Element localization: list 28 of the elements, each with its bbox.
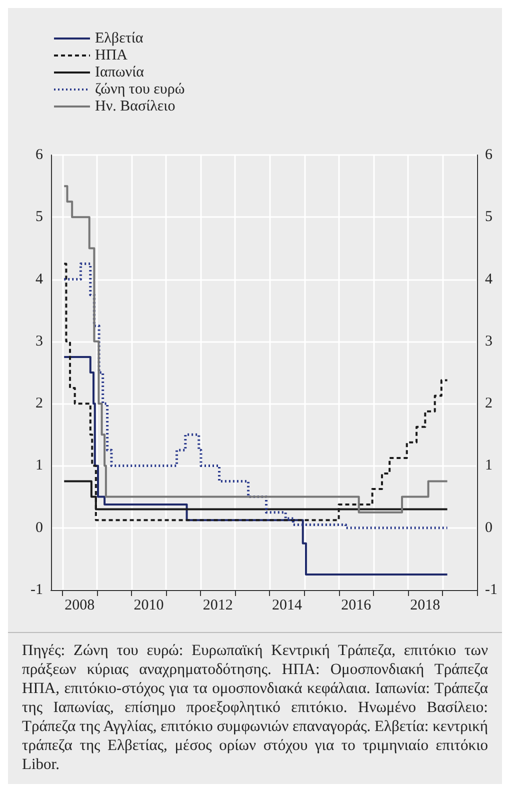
y2-tick-label: 4 bbox=[485, 271, 493, 288]
legend-label: ζώνη του ευρώ bbox=[95, 82, 185, 98]
x-tick-label: 2012 bbox=[202, 598, 233, 614]
y2-tick-label: 2 bbox=[485, 396, 492, 412]
y-tick-label: 4 bbox=[36, 271, 44, 288]
y-tick-label: 0 bbox=[36, 520, 43, 536]
y2-tick-label: -1 bbox=[485, 582, 498, 598]
x-tick-label: 2018 bbox=[410, 598, 440, 614]
x-tick-label: 2016 bbox=[341, 598, 372, 614]
y2-tick-label: 3 bbox=[485, 333, 492, 350]
y2-tick-label: 5 bbox=[485, 209, 492, 226]
y-tick-label: 5 bbox=[36, 209, 43, 226]
y-tick-label: -1 bbox=[30, 582, 43, 598]
text: Πηγές: Ζώνη του ευρώ: Ευρωπαϊκή Κεντρική Τράπεζα, επιτόκιο των πράξεων κύριας αναχρηματοδότησης. ΗΠΑ: Ομοσπονδιακή Τράπεζα ΗΠΑ, επιτόκιο-στόχος για τα ομοσπονδιακά κεφάλαια. Ιαπωνία: Τράπεζα της Ιαπωνίας, επίσημο προεξοφλητικό επιτόκιο. Ηνωμένο Βασίλειο: Τράπεζα της Αγγλίας, επιτόκιο συμφωνιών επαναγοράς. Ελβετία: κεντρική τράπεζα της Ελβετίας, μέσος ορίων στόχου για το τριμηνιαίο επιτόκιο Libor. bbox=[21, 641, 489, 774]
y2-tick-label: 6 bbox=[485, 147, 493, 163]
x-tick-label: 2014 bbox=[272, 598, 302, 614]
y-tick-label: 1 bbox=[36, 458, 43, 474]
y2-tick-label: 0 bbox=[485, 520, 492, 536]
y2-tick-label: 1 bbox=[485, 458, 492, 474]
legend-label: Ην. Βασίλειο bbox=[95, 98, 176, 114]
x-tick-label: 2010 bbox=[134, 598, 164, 614]
y-tick-label: 3 bbox=[36, 333, 43, 350]
legend-label: ΗΠΑ bbox=[95, 48, 128, 64]
x-tick-label: 2008 bbox=[64, 598, 95, 614]
legend-label: Ιαπωνία bbox=[95, 64, 144, 80]
y-tick-label: 6 bbox=[36, 147, 44, 163]
y-tick-label: 2 bbox=[36, 396, 43, 412]
legend-label: Ελβετία bbox=[95, 30, 144, 46]
